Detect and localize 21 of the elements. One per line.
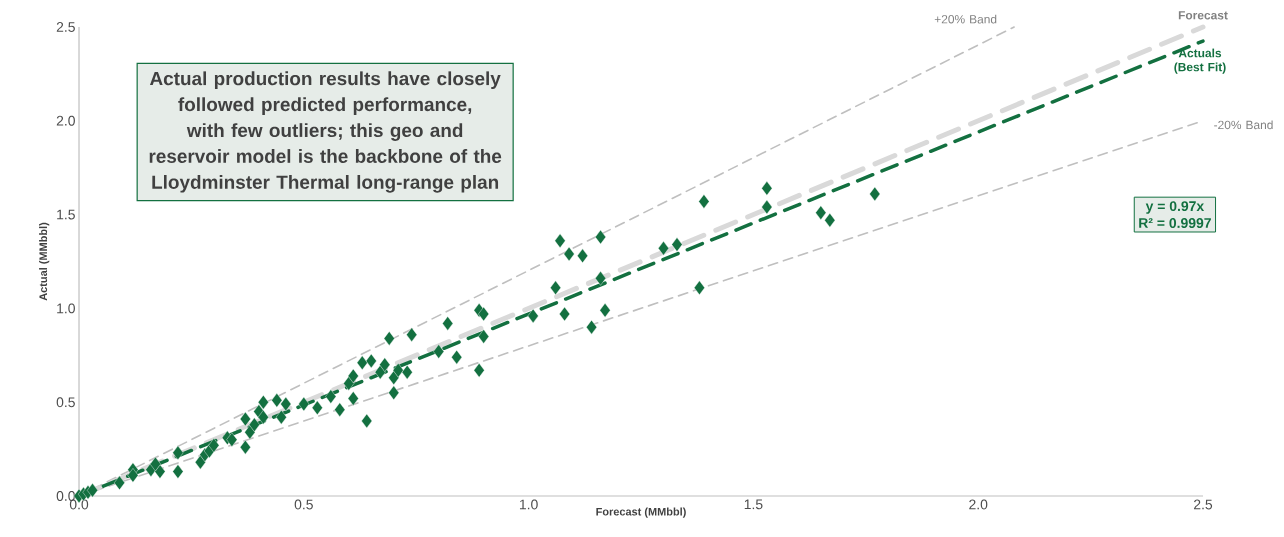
y-axis-title: Actual (MMbbl) (39, 222, 50, 301)
y-tick-label: 1.0 (57, 303, 75, 314)
series-label: Actuals (Best Fit) (1174, 48, 1226, 74)
x-axis-title: Forecast (MMbbl) (596, 507, 686, 518)
series-label: +20% Band (934, 14, 997, 24)
series-label: Forecast (1178, 11, 1228, 20)
x-tick-label: 0.5 (294, 499, 313, 510)
y-tick-label: 0.0 (56, 491, 75, 501)
y-tick-label: 2.5 (56, 22, 75, 32)
annotation: y = 0.97x (1145, 201, 1205, 214)
annotation: Actual production results have closely followed predicted performance, with few outliers; this geo and reservoir model is the backbone of the Lloydminster Thermal long-range plan (149, 71, 502, 193)
y-tick-label: 0.5 (56, 397, 75, 408)
series-label: -20% Band (1214, 120, 1273, 130)
y-tick-label: 2.0 (56, 115, 75, 126)
x-tick-label: 1.5 (744, 499, 763, 510)
y-tick-label: 1.5 (57, 209, 75, 220)
x-tick-label: 1.0 (519, 499, 538, 510)
x-tick-label: 2.5 (1194, 499, 1213, 510)
x-tick-label: 0.0 (69, 499, 89, 510)
x-tick-label: 2.0 (969, 499, 988, 510)
annotation: R² = 0.9997 (1139, 218, 1211, 228)
